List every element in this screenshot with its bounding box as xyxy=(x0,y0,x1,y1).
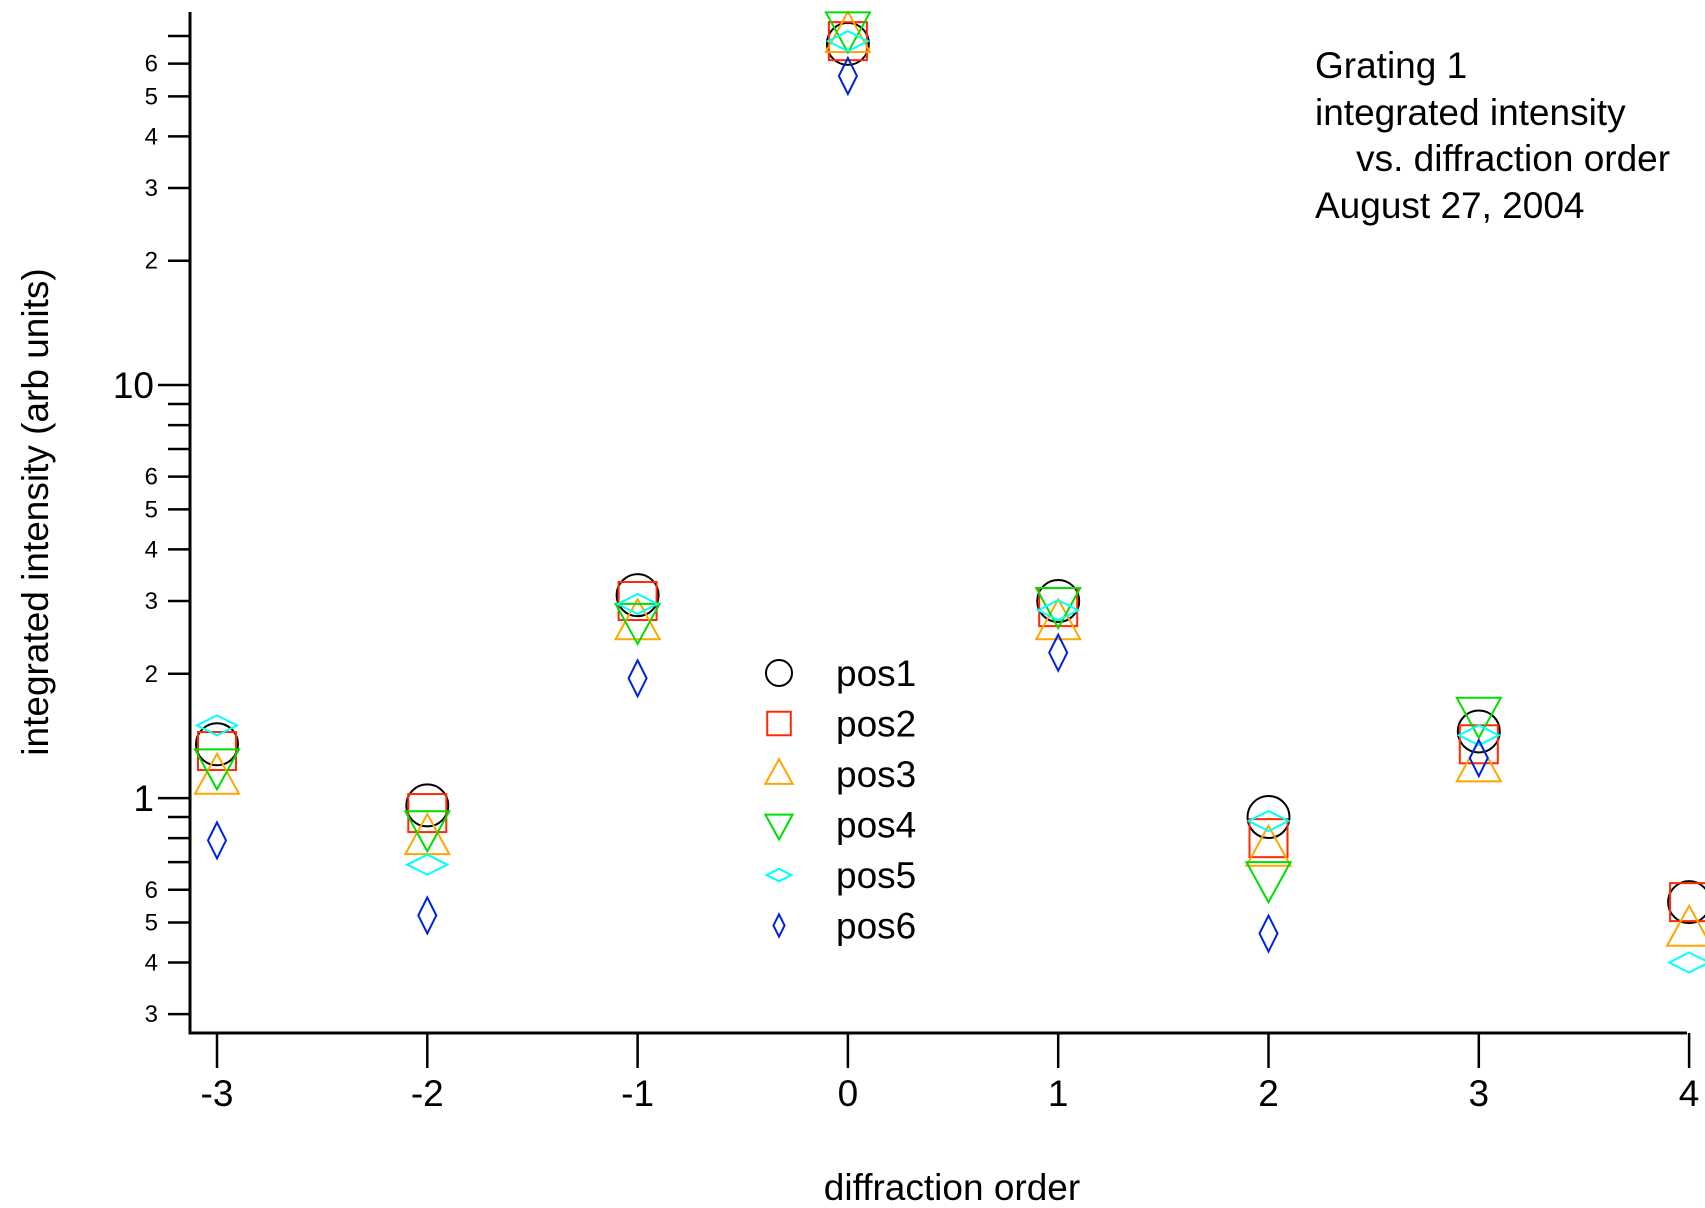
y-minor-tick-label: 6 xyxy=(145,877,158,904)
legend-item-pos3: pos3 xyxy=(763,754,916,795)
legend-label-pos2: pos2 xyxy=(836,704,916,745)
data-point-pos6 xyxy=(627,658,648,699)
data-point-pos5 xyxy=(1456,724,1502,747)
legend-marker-pos5 xyxy=(764,867,794,883)
x-tick-label: 4 xyxy=(1679,1073,1700,1114)
data-point-pos5 xyxy=(615,592,660,616)
legend-marker-pos4 xyxy=(763,813,795,842)
y-minor-tick-label: 2 xyxy=(145,248,158,275)
data-point-pos4 xyxy=(1455,696,1503,740)
data-point-pos6 xyxy=(1048,632,1069,673)
legend-item-pos4: pos4 xyxy=(763,805,916,846)
annotation: Grating 1 integrated intensity vs. diffr… xyxy=(1315,45,1670,226)
x-tick-label: 3 xyxy=(1469,1073,1490,1114)
x-axis-title: diffraction order xyxy=(824,1167,1080,1208)
legend-item-pos1: pos1 xyxy=(764,653,916,694)
legend-label-pos3: pos3 xyxy=(836,754,916,795)
data-point-pos5 xyxy=(405,853,450,876)
data-point-pos1 xyxy=(615,573,660,618)
data-point-pos5 xyxy=(1246,809,1291,833)
data-point-pos1 xyxy=(1036,579,1081,624)
data-point-pos4 xyxy=(1244,861,1293,905)
x-tick-label: -2 xyxy=(411,1073,444,1114)
data-point-pos5 xyxy=(1035,599,1081,622)
legend-item-pos5: pos5 xyxy=(764,855,916,896)
data-point-pos2 xyxy=(407,793,448,834)
x-tick-label: 0 xyxy=(838,1073,859,1114)
y-major-tick-label: 10 xyxy=(113,365,154,406)
data-point-pos1 xyxy=(1246,795,1291,840)
legend-item-pos6: pos6 xyxy=(772,906,916,947)
data-point-pos5 xyxy=(1666,951,1705,974)
data-point-pos3 xyxy=(1455,739,1503,783)
data-point-pos1 xyxy=(195,722,239,767)
y-major-tick-label: 1 xyxy=(133,778,154,819)
data-point-pos6 xyxy=(1468,737,1489,779)
annotation-line-4: August 27, 2004 xyxy=(1315,185,1585,226)
data-point-pos5 xyxy=(194,714,240,737)
data-point-pos6 xyxy=(837,55,859,97)
data-point-pos2 xyxy=(197,731,237,772)
annotation-line-1: Grating 1 xyxy=(1315,45,1467,86)
series-pos6 xyxy=(206,55,1489,954)
data-point-pos6 xyxy=(206,820,228,861)
data-point-pos2 xyxy=(1669,882,1705,923)
data-point-pos4 xyxy=(824,11,872,55)
ticks: 3 4 5 6 2 3 4 5 6 2 3 4 5 6 1 10 -3 -2 -1 0 1 2 3 4 xyxy=(113,34,1700,1114)
annotation-line-3: vs. diffraction order xyxy=(1315,138,1670,179)
y-minor-tick-label: 5 xyxy=(145,496,158,523)
data-point-pos1 xyxy=(405,783,450,828)
legend-marker-pos2 xyxy=(766,710,792,737)
data-point-pos4 xyxy=(193,748,241,792)
legend-marker-pos6 xyxy=(772,912,786,939)
series-pos5 xyxy=(194,30,1705,974)
data-point-pos3 xyxy=(193,751,241,795)
y-minor-tick-label: 5 xyxy=(145,83,158,110)
data-point-pos1 xyxy=(1667,880,1705,925)
data-point-pos1 xyxy=(1456,709,1501,754)
legend-label-pos4: pos4 xyxy=(836,805,916,846)
data-point-pos3 xyxy=(1034,597,1082,641)
y-minor-tick-label: 5 xyxy=(145,909,158,936)
data-point-pos3 xyxy=(1244,823,1293,867)
legend-item-pos2: pos2 xyxy=(766,704,916,745)
series-pos4 xyxy=(193,11,1503,905)
data-point-pos4 xyxy=(403,810,451,854)
y-axis-title: integrated intensity (arb units) xyxy=(15,268,56,755)
y-minor-tick-label: 3 xyxy=(145,588,158,615)
x-tick-label: 2 xyxy=(1258,1073,1279,1114)
legend-marker-pos3 xyxy=(763,757,795,785)
data-point-pos2 xyxy=(617,581,658,622)
y-minor-tick-label: 4 xyxy=(145,123,158,150)
legend-label-pos5: pos5 xyxy=(836,855,916,896)
data-point-pos4 xyxy=(1034,587,1082,631)
x-tick-label: -1 xyxy=(621,1073,654,1114)
data-point-pos5 xyxy=(825,30,871,53)
legend-marker-pos1 xyxy=(764,658,794,688)
y-minor-tick-label: 6 xyxy=(145,464,158,491)
legend-label-pos1: pos1 xyxy=(836,653,916,694)
data-point-pos6 xyxy=(417,895,438,936)
y-minor-tick-label: 6 xyxy=(145,51,158,78)
y-minor-tick-label: 4 xyxy=(145,536,158,563)
y-minor-tick-label: 3 xyxy=(145,1001,158,1028)
data-point-pos3 xyxy=(1665,903,1705,947)
data-point-pos3 xyxy=(613,597,662,641)
data-point-pos2 xyxy=(1248,818,1289,859)
x-tick-label: -3 xyxy=(201,1073,234,1114)
y-minor-tick-label: 2 xyxy=(145,661,158,688)
y-minor-tick-label: 4 xyxy=(145,949,158,976)
y-minor-tick-label: 3 xyxy=(145,175,158,202)
legend-label-pos6: pos6 xyxy=(836,906,916,947)
data-point-pos6 xyxy=(1258,913,1279,954)
legend: pos1 pos2 pos3 pos4 pos5 pos6 xyxy=(763,653,916,947)
data-point-pos4 xyxy=(613,602,662,647)
annotation-line-2: integrated intensity xyxy=(1315,92,1626,133)
data-markers xyxy=(193,9,1705,974)
x-tick-label: 1 xyxy=(1048,1073,1069,1114)
